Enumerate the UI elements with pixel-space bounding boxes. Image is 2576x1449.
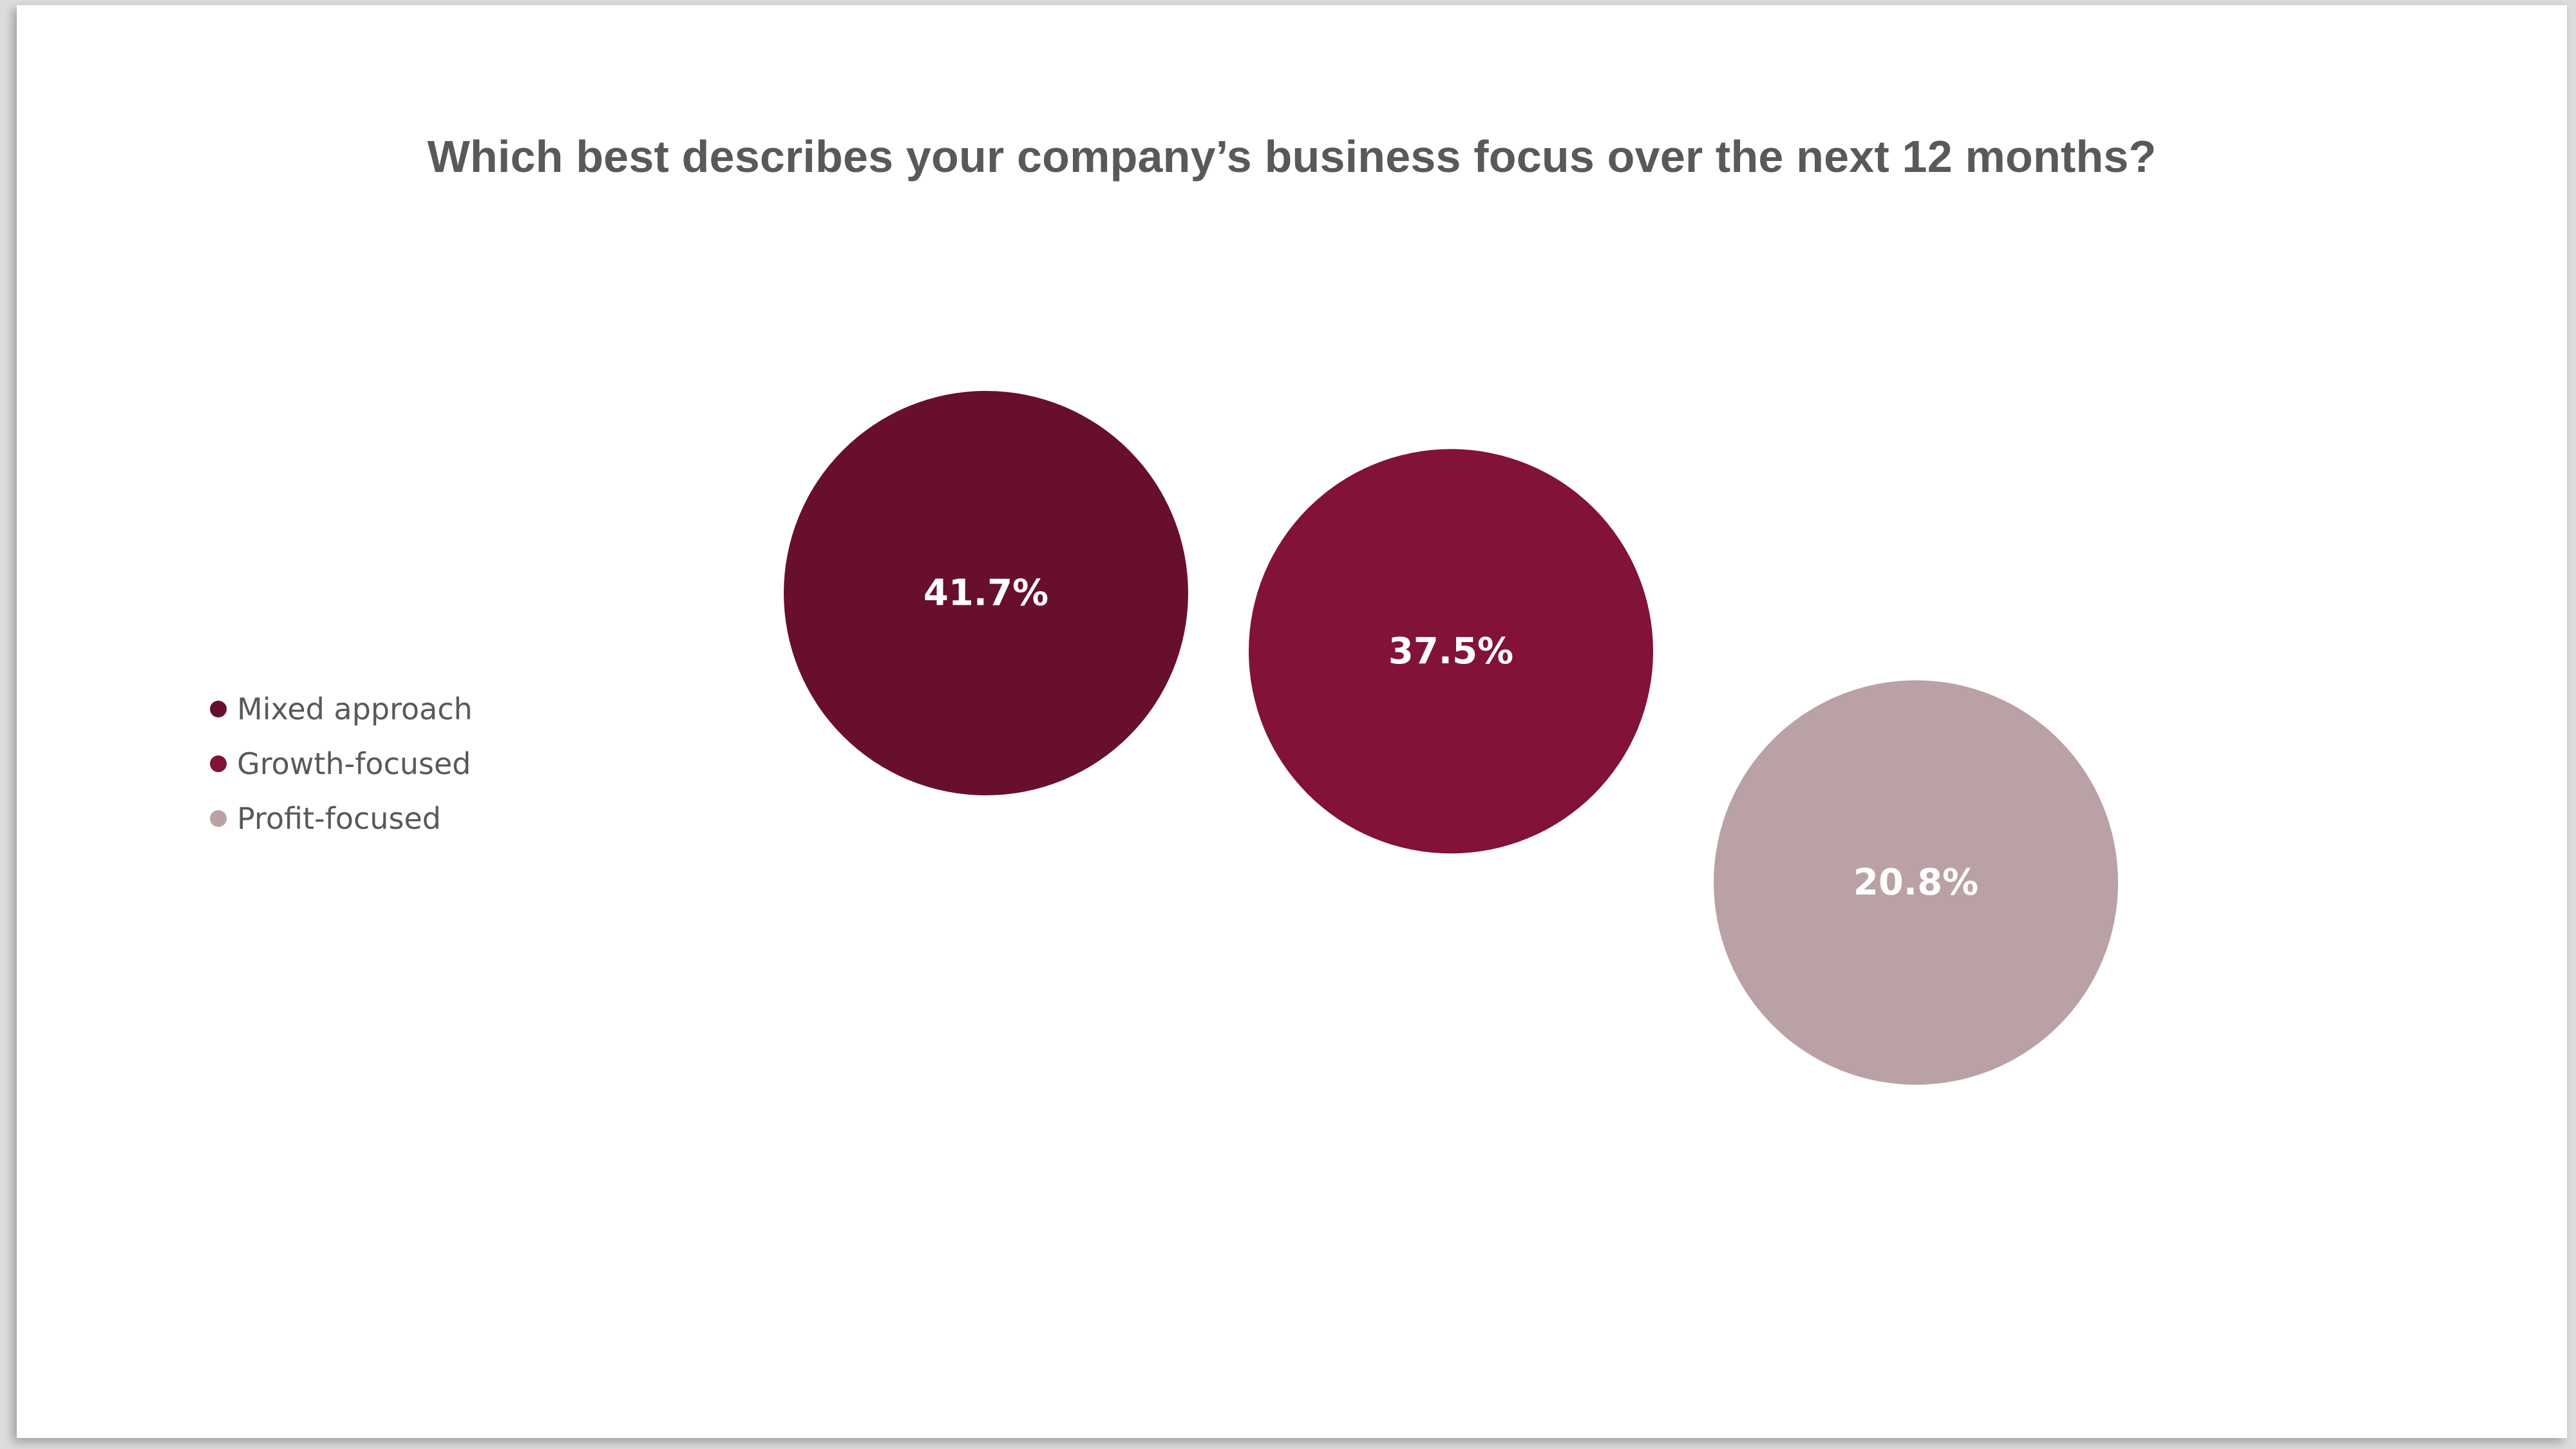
- data-label-profit-focused: 20.8%: [1853, 862, 1978, 904]
- legend-label-profit-focused: Profit-focused: [237, 800, 441, 836]
- bubble-mixed-approach: [784, 391, 1188, 795]
- legend-label-growth-focused: Growth-focused: [237, 746, 471, 781]
- bubble-profit-focused: [1714, 680, 2118, 1085]
- data-label-mixed-approach: 41.7%: [923, 573, 1048, 614]
- chart-slide: Which best describes your company’s busi…: [17, 5, 2567, 1438]
- legend: Mixed approach Growth-focused Profit-foc…: [210, 681, 473, 846]
- chart-title: Which best describes your company’s busi…: [427, 131, 2157, 182]
- legend-item-growth-focused: Growth-focused: [210, 736, 473, 791]
- legend-swatch-profit-focused: [210, 810, 227, 827]
- legend-swatch-mixed-approach: [210, 700, 227, 717]
- legend-item-profit-focused: Profit-focused: [210, 791, 473, 846]
- bubble-growth-focused: [1249, 449, 1653, 854]
- legend-swatch-growth-focused: [210, 755, 227, 772]
- legend-item-mixed-approach: Mixed approach: [210, 681, 473, 736]
- data-label-growth-focused: 37.5%: [1388, 630, 1513, 672]
- legend-label-mixed-approach: Mixed approach: [237, 691, 473, 726]
- bubble-plot-area: 41.7% 37.5% 20.8%: [784, 391, 2118, 1085]
